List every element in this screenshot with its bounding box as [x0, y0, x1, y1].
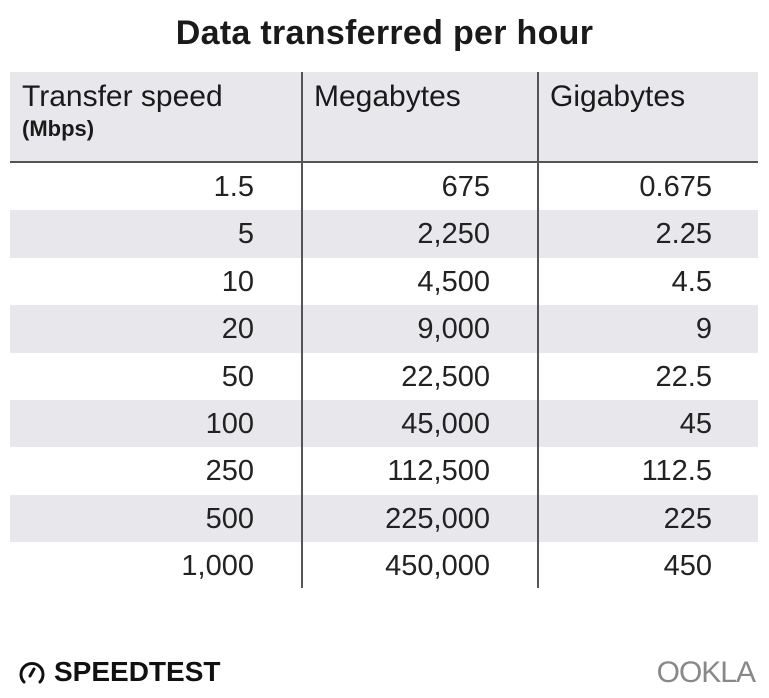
data-table: Transfer speed (Mbps) Megabytes Gigabyte…	[10, 72, 758, 590]
cell-gigabytes: 112.5	[641, 455, 712, 488]
table-row: 5 2,250 2.25	[10, 210, 758, 258]
table-row: 50 22,500 22.5	[10, 353, 758, 400]
cell-speed: 100	[205, 407, 254, 440]
cell-speed: 500	[205, 502, 254, 535]
cell-megabytes: 22,500	[401, 360, 490, 393]
cell-speed: 50	[221, 360, 254, 393]
cell-megabytes: 450,000	[385, 550, 490, 583]
table-row: 10 4,500 4.5	[10, 258, 758, 305]
speedometer-icon	[19, 662, 45, 684]
cell-megabytes: 9,000	[417, 313, 490, 346]
cell-gigabytes: 0.675	[639, 171, 712, 203]
cell-speed: 10	[221, 265, 254, 298]
cell-speed: 250	[205, 455, 254, 488]
cell-megabytes: 4,500	[417, 265, 490, 298]
cell-megabytes: 2,250	[417, 218, 490, 251]
header-label: Transfer speed	[22, 80, 223, 113]
cell-gigabytes: 225	[663, 502, 712, 535]
cell-speed: 1.5	[213, 171, 254, 203]
cell-gigabytes: 2.25	[655, 218, 712, 251]
table-row: 500 225,000 225	[10, 494, 758, 543]
cell-gigabytes: 9	[695, 313, 712, 346]
ookla-logo: OOKLA	[656, 656, 756, 689]
cell-gigabytes: 4.5	[671, 265, 712, 298]
table-row: 1,000 450,000 450	[10, 542, 758, 589]
header-gigabytes: Gigabytes	[550, 80, 686, 113]
cell-speed: 1,000	[181, 550, 254, 583]
speedtest-wordmark: SPEEDTEST	[54, 656, 221, 687]
cell-megabytes: 112,500	[387, 455, 490, 488]
column-divider	[301, 72, 303, 588]
cell-megabytes: 675	[441, 171, 490, 203]
header-transfer-speed: Transfer speed (Mbps)	[22, 80, 223, 142]
cell-megabytes: 45,000	[401, 407, 490, 440]
cell-gigabytes: 45	[679, 407, 712, 440]
cell-speed: 20	[221, 313, 254, 346]
cell-gigabytes: 450	[663, 550, 712, 583]
table-row: 20 9,000 9	[10, 305, 758, 353]
chart-title: Data transferred per hour	[175, 14, 594, 52]
header-megabytes: Megabytes	[314, 80, 461, 113]
cell-speed: 5	[237, 218, 254, 251]
table-row: 100 45,000 45	[10, 399, 758, 448]
table-row: 250 112,500 112.5	[10, 447, 758, 494]
speedtest-logo: SPEEDTEST	[18, 656, 220, 688]
cell-gigabytes: 22.5	[655, 360, 712, 393]
table-header: Transfer speed (Mbps) Megabytes Gigabyte…	[10, 72, 758, 163]
table-row: 1.5 675 0.675	[10, 163, 758, 210]
cell-megabytes: 225,000	[385, 502, 490, 535]
column-divider	[537, 72, 539, 588]
header-unit: (Mbps)	[22, 116, 95, 141]
